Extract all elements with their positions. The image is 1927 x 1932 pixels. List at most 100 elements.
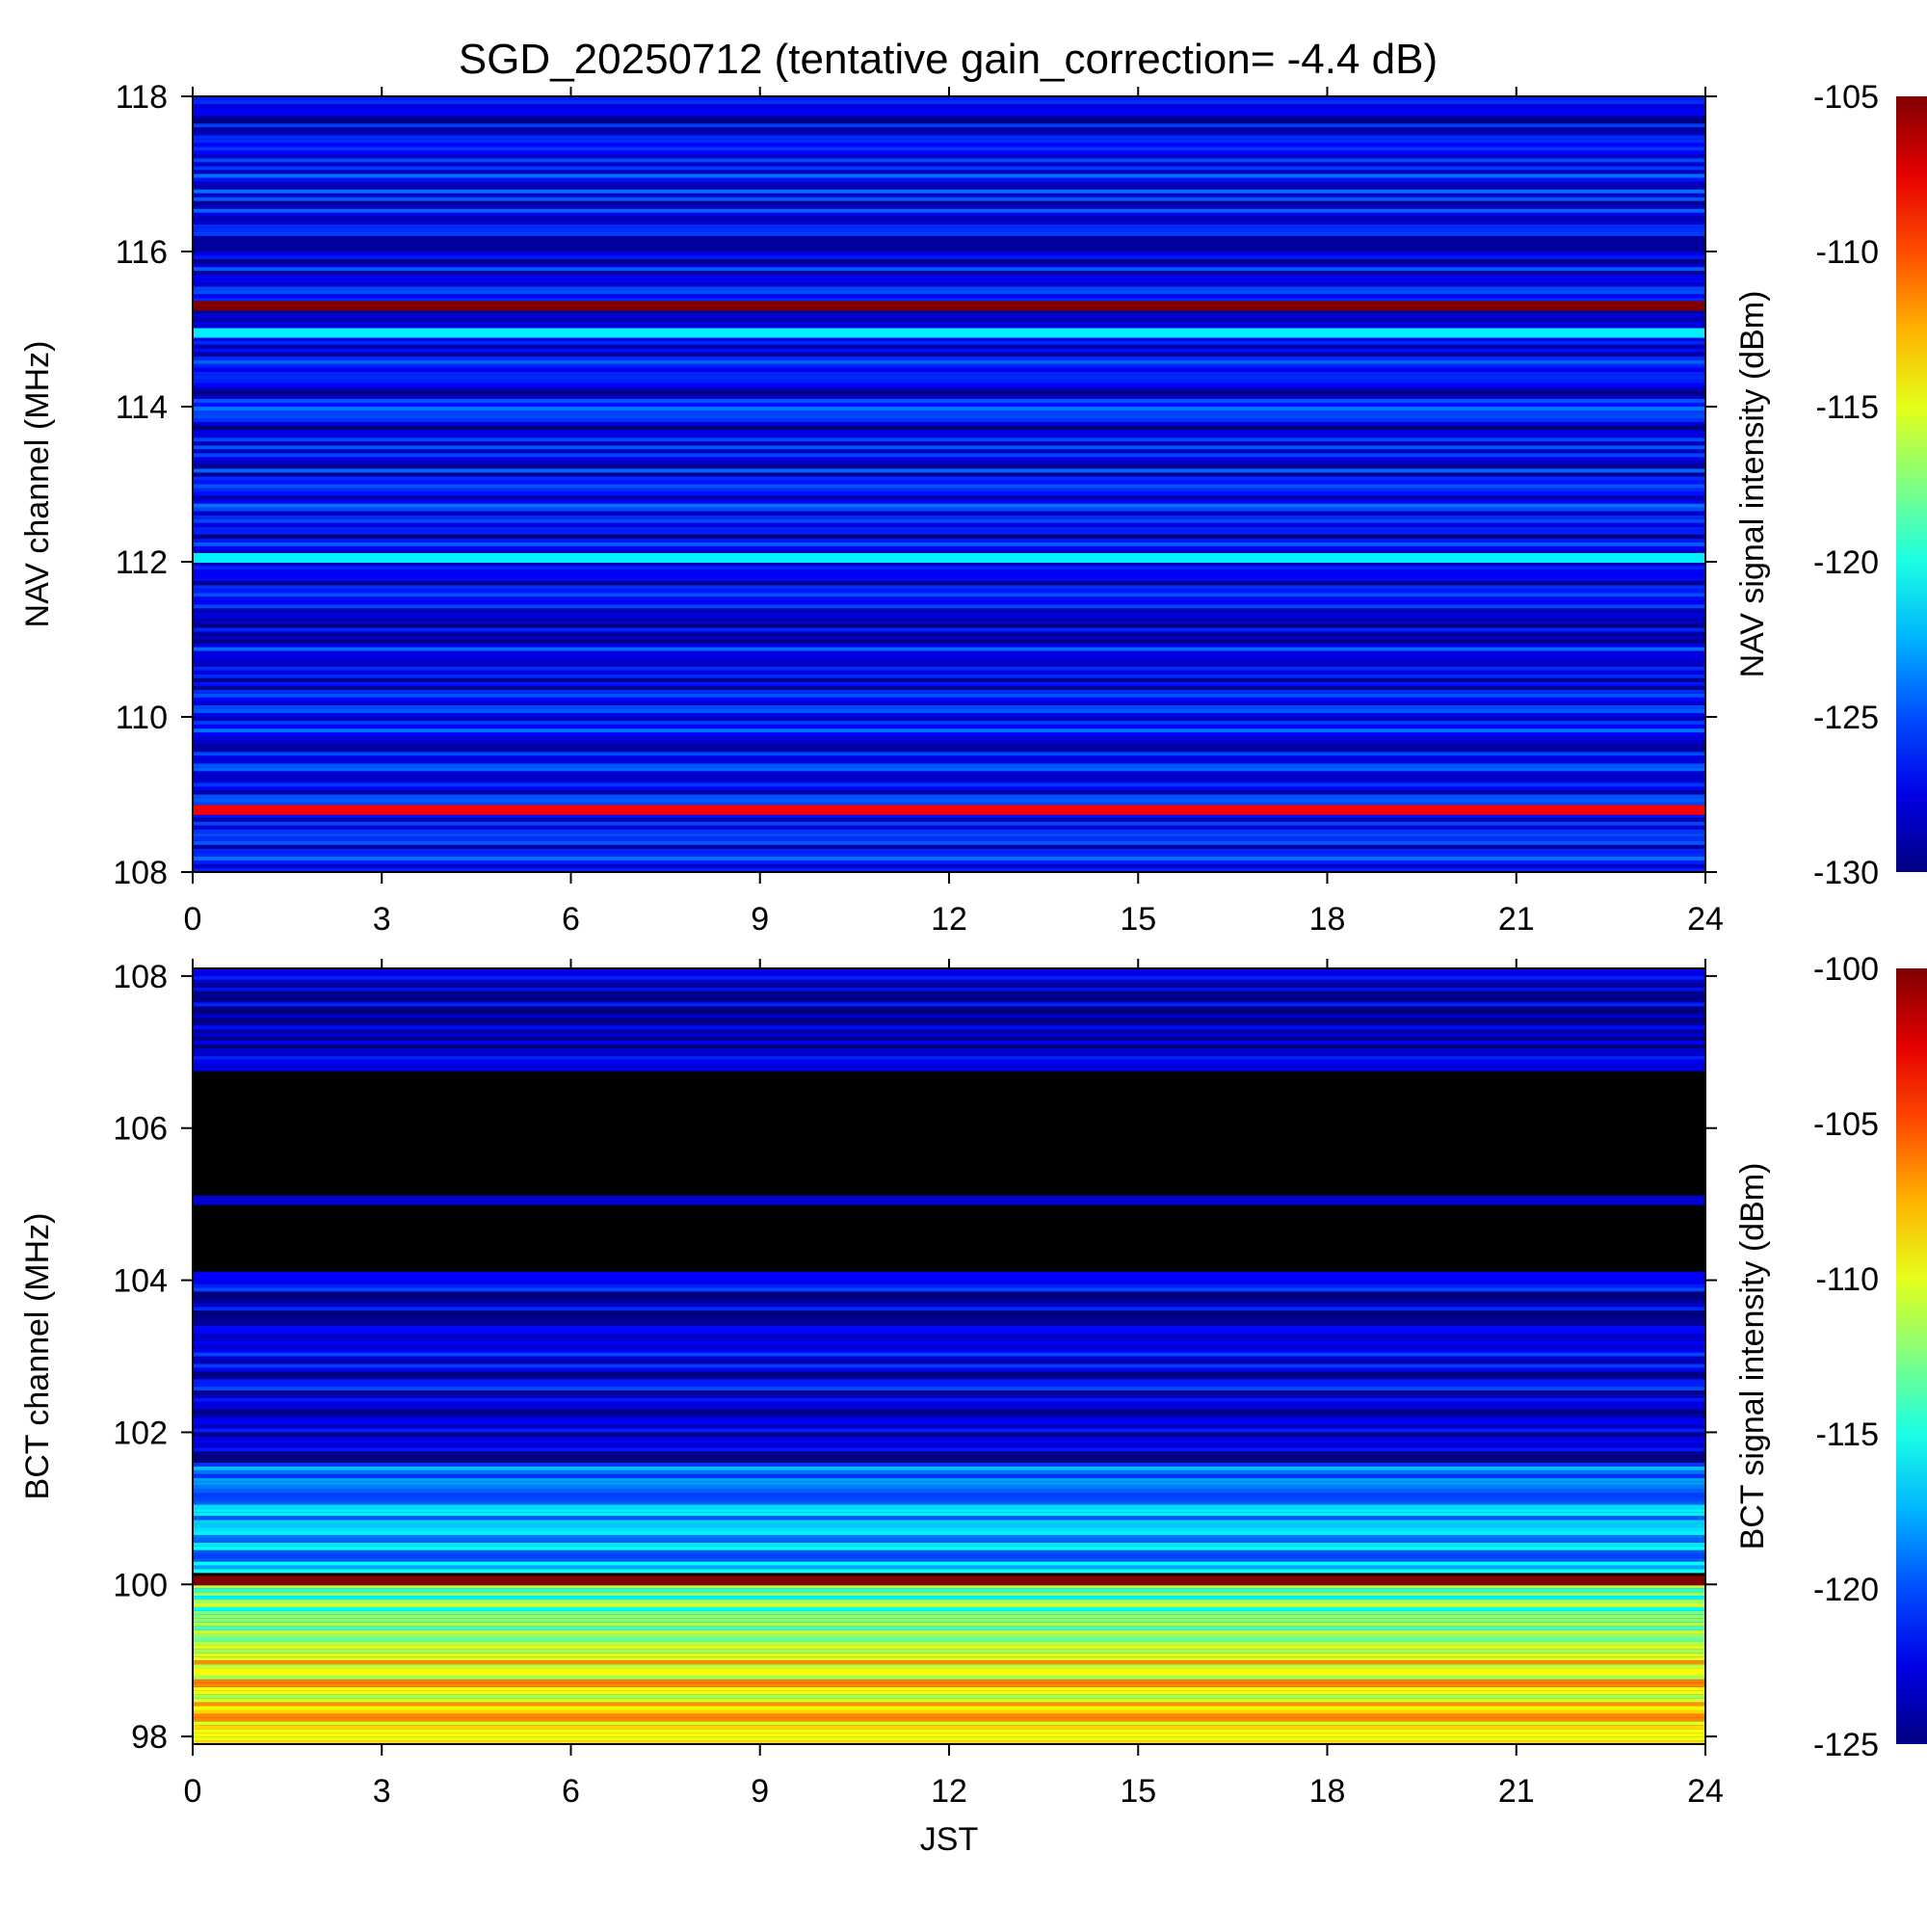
channel-row — [193, 562, 1705, 567]
channel-row — [193, 1588, 1705, 1593]
channel-row — [193, 1729, 1705, 1734]
x-tick-label: 9 — [751, 901, 769, 938]
channel-row — [193, 1340, 1705, 1345]
channel-row — [193, 1393, 1705, 1398]
colorbar-tick-label: -115 — [1815, 1416, 1879, 1453]
channel-row — [193, 1051, 1705, 1056]
channel-row — [193, 1014, 1705, 1019]
channel-row — [193, 200, 1705, 205]
channel-row — [193, 755, 1705, 760]
channel-row — [193, 464, 1705, 469]
y-tick-label: 104 — [113, 1263, 168, 1300]
channel-row — [193, 1500, 1705, 1505]
channel-row — [193, 1469, 1705, 1474]
channel-row — [193, 375, 1705, 380]
channel-row — [193, 1443, 1705, 1448]
channel-row — [193, 538, 1705, 543]
channel-row — [193, 782, 1705, 787]
channel-row — [193, 998, 1705, 1003]
channel-row — [193, 468, 1705, 473]
channel-row — [193, 1447, 1705, 1452]
channel-row — [193, 779, 1705, 783]
x-tick-label: 18 — [1309, 901, 1346, 938]
colorbar: -105 -110 -115 -120 -125 -130 NAV signal inten… — [1734, 79, 1927, 891]
channel-row — [193, 708, 1705, 713]
channel-row — [193, 1512, 1705, 1517]
channel-row — [193, 1371, 1705, 1376]
x-tick-label: 9 — [751, 1773, 769, 1810]
channel-row — [193, 1713, 1705, 1718]
channel-row — [193, 1409, 1705, 1414]
channel-row — [193, 1287, 1705, 1292]
channel-row — [193, 1018, 1705, 1022]
channel-row — [193, 1424, 1705, 1429]
channel-row — [193, 643, 1705, 648]
channel-row — [193, 1740, 1705, 1744]
channel-row — [193, 1040, 1705, 1045]
channel-row — [193, 732, 1705, 737]
channel-row — [193, 189, 1705, 194]
channel-row — [193, 775, 1705, 780]
channel-row — [193, 243, 1705, 248]
channel-row — [193, 1690, 1705, 1695]
channel-row — [193, 227, 1705, 232]
channel-row — [193, 1329, 1705, 1334]
channel-row — [193, 604, 1705, 609]
channel-row — [193, 1303, 1705, 1308]
channel-row — [193, 1481, 1705, 1486]
channel-row — [193, 616, 1705, 621]
channel-row — [193, 620, 1705, 624]
channel-row — [193, 1477, 1705, 1482]
channel-row — [193, 267, 1705, 272]
channel-row — [193, 491, 1705, 496]
channel-row — [193, 379, 1705, 384]
channel-row — [193, 1284, 1705, 1288]
channel-row — [193, 518, 1705, 523]
channel-row — [193, 123, 1705, 128]
channel-row — [193, 116, 1705, 120]
channel-row — [193, 515, 1705, 519]
channel-row — [193, 1314, 1705, 1319]
channel-row — [193, 744, 1705, 749]
y-tick-label: 116 — [116, 234, 168, 271]
colorbar-tick-label: -120 — [1813, 1572, 1879, 1608]
channel-row — [193, 654, 1705, 659]
colorbar-tick-label: -120 — [1813, 544, 1879, 581]
channel-row — [193, 1432, 1705, 1437]
y-tick-label: 106 — [113, 1111, 168, 1148]
channel-row — [193, 480, 1705, 485]
channel-row — [193, 162, 1705, 167]
channel-row — [193, 1717, 1705, 1722]
channel-row — [193, 224, 1705, 228]
channel-row — [193, 794, 1705, 799]
channel-row — [193, 1436, 1705, 1441]
channel-row — [193, 566, 1705, 570]
channel-row — [193, 131, 1705, 136]
channel-row — [193, 278, 1705, 283]
channel-row — [193, 259, 1705, 264]
channel-row — [193, 271, 1705, 276]
channel-row — [193, 507, 1705, 512]
channel-row — [193, 752, 1705, 756]
channel-row — [193, 821, 1705, 826]
channel-row — [193, 449, 1705, 454]
channel-row — [193, 1721, 1705, 1726]
channel-row — [193, 414, 1705, 419]
channel-row — [193, 1645, 1705, 1650]
channel-row — [193, 359, 1705, 364]
channel-row — [193, 1348, 1705, 1353]
channel-row — [193, 736, 1705, 741]
channel-row — [193, 1318, 1705, 1322]
channel-row — [193, 685, 1705, 690]
channel-row — [193, 573, 1705, 578]
channel-row — [193, 1063, 1705, 1068]
channel-row — [193, 1698, 1705, 1703]
channel-row — [193, 1466, 1705, 1470]
channel-row — [193, 1561, 1705, 1566]
channel-row — [193, 763, 1705, 768]
channel-row — [193, 790, 1705, 795]
channel-row — [193, 1489, 1705, 1494]
y-axis: 98 100 102 104 106 108 — [113, 959, 1717, 1756]
channel-row — [193, 418, 1705, 423]
channel-row — [193, 251, 1705, 256]
